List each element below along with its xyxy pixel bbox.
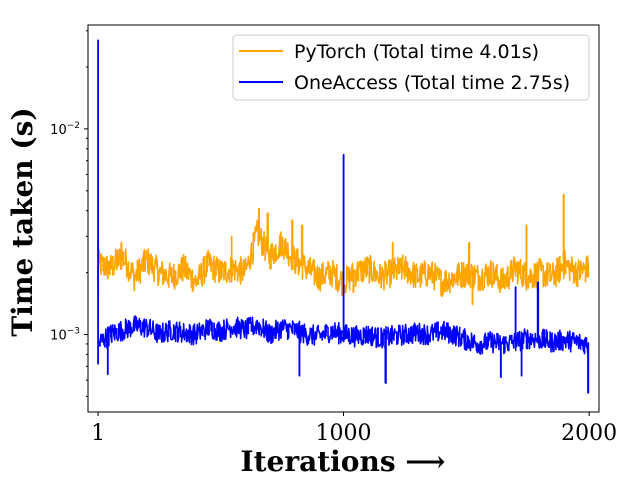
axis-ticks: 1 1000 2000 10−3 10−2 [50, 30, 617, 446]
y-axis-label: Time taken (s) [6, 107, 39, 336]
x-tick-label: 2000 [561, 421, 617, 446]
plot-area [97, 39, 590, 394]
legend: PyTorch (Total time 4.01s) OneAccess (To… [232, 34, 590, 101]
x-axis-label: Iterations ⟶ [241, 445, 446, 478]
x-tick-label: 1 [91, 421, 105, 446]
series-line-oneaccess [97, 39, 590, 394]
legend-label-pytorch: PyTorch (Total time 4.01s) [294, 41, 539, 63]
y-tick-label: 10−2 [50, 121, 80, 138]
legend-box [232, 34, 590, 101]
y-tick-label: 10−3 [50, 327, 80, 344]
x-tick-label: 1000 [316, 421, 372, 446]
legend-label-oneaccess: OneAccess (Total time 2.75s) [294, 72, 570, 94]
